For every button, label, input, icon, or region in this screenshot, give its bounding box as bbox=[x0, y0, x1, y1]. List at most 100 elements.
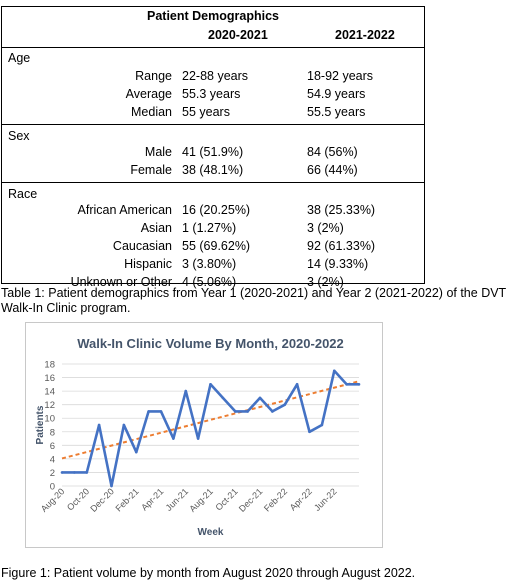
section-label: Race bbox=[8, 187, 38, 201]
figure-caption: Figure 1: Patient volume by month from A… bbox=[1, 566, 416, 580]
row-label: Hispanic bbox=[124, 257, 172, 271]
row-label: Range bbox=[135, 69, 172, 83]
trendline bbox=[61, 380, 360, 460]
data-point bbox=[209, 383, 212, 386]
data-point bbox=[221, 396, 225, 400]
x-tick-label: Jun-22 bbox=[312, 486, 339, 513]
x-tick-label: Oct-21 bbox=[213, 486, 239, 512]
cell-2020-2021: 55 years bbox=[182, 105, 230, 119]
cell-2020-2021: 41 (51.9%) bbox=[182, 145, 244, 159]
y-tick-label: 16 bbox=[44, 373, 55, 384]
section-race: Race African American 16 (20.25%) 38 (25… bbox=[2, 183, 424, 289]
data-point bbox=[134, 450, 138, 454]
x-tick-label: Feb-22 bbox=[262, 486, 289, 513]
series-line bbox=[62, 369, 359, 488]
table-row: Male 41 (51.9%) 84 (56%) bbox=[2, 145, 424, 165]
x-tick-label: Aug-21 bbox=[187, 486, 215, 514]
row-label: Unknown or Other bbox=[70, 275, 172, 289]
cell-2021-2022: 14 (9.33%) bbox=[307, 257, 369, 271]
line-chart: Walk-In Clinic Volume By Month, 2020-202… bbox=[25, 322, 383, 548]
cell-2021-2022: 66 (44%) bbox=[307, 163, 358, 177]
y-tick-label: 2 bbox=[50, 468, 55, 479]
chart-title: Walk-In Clinic Volume By Month, 2020-202… bbox=[77, 336, 344, 351]
data-point bbox=[172, 437, 175, 440]
cell-2021-2022: 92 (61.33%) bbox=[307, 239, 376, 253]
x-axis-label: Week bbox=[198, 527, 224, 538]
table-row: Female 38 (48.1%) 66 (44%) bbox=[2, 163, 424, 183]
data-point bbox=[147, 410, 150, 413]
data-point bbox=[159, 410, 163, 413]
data-point bbox=[246, 410, 249, 413]
data-point bbox=[85, 471, 89, 474]
table-row: Hispanic 3 (3.80%) 14 (9.33%) bbox=[2, 257, 424, 277]
table-row: Caucasian 55 (69.62%) 92 (61.33%) bbox=[2, 239, 424, 259]
column-header-2020-2021: 2020-2021 bbox=[208, 28, 268, 42]
table-header: Patient Demographics 2020-2021 2021-2022 bbox=[2, 7, 424, 48]
section-age: Age Range 22-88 years 18-92 years Averag… bbox=[2, 47, 424, 125]
cell-2020-2021: 1 (1.27%) bbox=[182, 221, 237, 235]
data-point bbox=[73, 471, 76, 474]
y-tick-label: 8 bbox=[50, 427, 55, 438]
x-tick-label: Feb-21 bbox=[113, 486, 140, 513]
y-tick-label: 18 bbox=[44, 360, 55, 371]
y-tick-label: 14 bbox=[44, 387, 55, 398]
table-row: Range 22-88 years 18-92 years bbox=[2, 69, 424, 89]
y-tick-label: 0 bbox=[50, 482, 55, 493]
data-point bbox=[295, 383, 299, 386]
table-row: Asian 1 (1.27%) 3 (2%) bbox=[2, 221, 424, 241]
data-point bbox=[184, 389, 188, 393]
cell-2020-2021: 55.3 years bbox=[182, 87, 241, 101]
data-point bbox=[97, 423, 101, 427]
table-row: African American 16 (20.25%) 38 (25.33%) bbox=[2, 203, 424, 223]
section-label: Age bbox=[8, 51, 31, 65]
cell-2020-2021: 3 (3.80%) bbox=[182, 257, 237, 271]
row-label: African American bbox=[77, 203, 172, 217]
data-point bbox=[332, 369, 336, 373]
data-point bbox=[60, 471, 64, 474]
section-sex: Sex Male 41 (51.9%) 84 (56%) Female 38 (… bbox=[2, 125, 424, 183]
data-point bbox=[308, 430, 311, 434]
data-point bbox=[258, 396, 262, 400]
x-tick-label: Dec-21 bbox=[237, 486, 265, 514]
data-point bbox=[357, 383, 361, 386]
row-label: Asian bbox=[140, 221, 172, 235]
table-title: Patient Demographics bbox=[147, 9, 279, 23]
row-label: Male bbox=[144, 145, 172, 159]
y-tick-label: 12 bbox=[44, 400, 55, 411]
data-point bbox=[196, 437, 200, 440]
chart-canvas: Walk-In Clinic Volume By Month, 2020-202… bbox=[35, 336, 361, 538]
table-caption: Table 1: Patient demographics from Year … bbox=[1, 286, 506, 315]
row-label: Caucasian bbox=[112, 239, 172, 253]
demographics-table: Patient Demographics 2020-2021 2021-2022… bbox=[1, 6, 425, 289]
data-point bbox=[271, 410, 274, 413]
table-row: Average 55.3 years 54.9 years bbox=[2, 87, 424, 107]
x-tick-label: Oct-20 bbox=[65, 486, 91, 512]
cell-2020-2021: 4 (5.06%) bbox=[182, 275, 237, 289]
cell-2020-2021: 22-88 years bbox=[182, 69, 249, 83]
row-label: Female bbox=[130, 163, 172, 177]
x-tick-label: Apr-22 bbox=[288, 486, 314, 512]
table-row: Median 55 years 55.5 years bbox=[2, 105, 424, 125]
cell-2021-2022: 55.5 years bbox=[307, 105, 366, 119]
row-label: Median bbox=[131, 105, 172, 119]
table-row: Unknown or Other 4 (5.06%) 3 (2%) bbox=[2, 275, 424, 295]
data-point bbox=[122, 423, 126, 427]
data-point bbox=[320, 423, 324, 427]
x-tick-label: Dec-20 bbox=[88, 486, 116, 514]
y-axis-label: Patients bbox=[35, 405, 46, 444]
y-tick-label: 6 bbox=[50, 441, 55, 452]
x-tick-label: Jun-21 bbox=[164, 486, 191, 513]
cell-2021-2022: 84 (56%) bbox=[307, 145, 358, 159]
cell-2020-2021: 55 (69.62%) bbox=[182, 239, 251, 253]
cell-2021-2022: 38 (25.33%) bbox=[307, 203, 376, 217]
section-label: Sex bbox=[8, 129, 30, 143]
cell-2020-2021: 38 (48.1%) bbox=[182, 163, 244, 177]
cell-2020-2021: 16 (20.25%) bbox=[182, 203, 251, 217]
y-tick-label: 10 bbox=[44, 414, 55, 425]
row-label: Average bbox=[125, 87, 172, 101]
cell-2021-2022: 3 (2%) bbox=[307, 221, 344, 235]
x-tick-label: Apr-21 bbox=[139, 486, 165, 512]
data-point bbox=[345, 383, 348, 386]
cell-2021-2022: 3 (2%) bbox=[307, 275, 344, 289]
data-point bbox=[110, 484, 113, 488]
